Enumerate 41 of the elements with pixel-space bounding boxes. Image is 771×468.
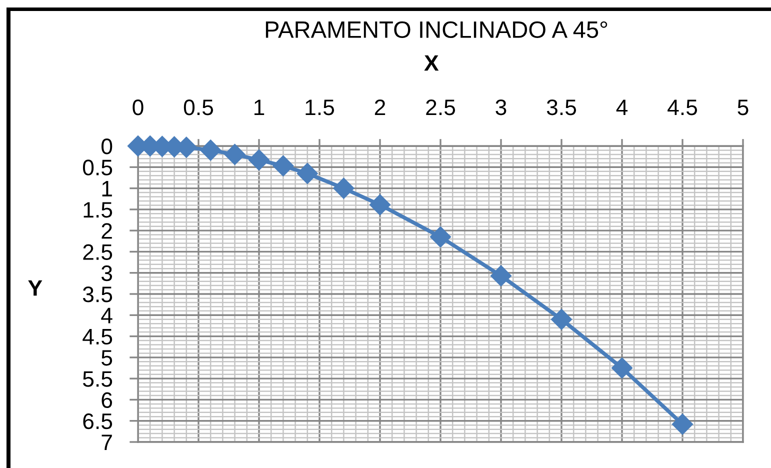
y-tick-label: 7 (102, 434, 112, 450)
x-tick-label: 3.5 (546, 99, 576, 116)
x-tick-label: 4 (616, 100, 628, 115)
y-tick-label: 4.5 (82, 329, 112, 345)
point (550, 308, 572, 330)
y-tick-label: 0 (102, 138, 112, 154)
x-tick-label: 1.5 (306, 100, 334, 116)
y-tick-label: 2.5 (83, 244, 112, 260)
y-tick-label: 1 (102, 181, 112, 196)
x-axis-title: X (424, 55, 439, 71)
point (369, 194, 391, 216)
point (248, 149, 270, 170)
x-tick-label: 0.5 (184, 99, 214, 116)
x-tick-label: 0 (132, 99, 144, 116)
y-axis-title: Y (28, 280, 42, 296)
point (333, 178, 354, 199)
y-tick-label: 6 (102, 392, 112, 408)
y-tick-label: 5.5 (83, 371, 112, 387)
x-tick-label: 2.5 (426, 99, 456, 116)
y-tick-label: 3.5 (82, 286, 112, 302)
y-tick-label: 0.5 (82, 160, 112, 176)
point (430, 226, 452, 248)
x-tick-label: 4.5 (668, 100, 698, 116)
y-tick-label: 3 (101, 265, 112, 282)
point (272, 155, 294, 176)
y-tick-label: 5 (102, 350, 112, 366)
point (672, 414, 694, 435)
point (490, 265, 512, 286)
point (200, 140, 222, 161)
y-tick-label: 4 (101, 308, 112, 324)
x-tick-label: 1 (254, 100, 264, 115)
x-tick-label: 2 (374, 99, 386, 115)
point (611, 357, 633, 379)
y-tick-label: 6.5 (83, 413, 112, 430)
x-tick-label: 5 (738, 100, 748, 116)
y-tick-label: 1.5 (84, 202, 112, 218)
point (224, 144, 246, 165)
x-tick-label: 3 (496, 99, 506, 116)
y-tick-label: 2 (102, 223, 112, 239)
point (296, 162, 318, 184)
chart-title: PARAMENTO INCLINADO A 45° (266, 21, 608, 38)
